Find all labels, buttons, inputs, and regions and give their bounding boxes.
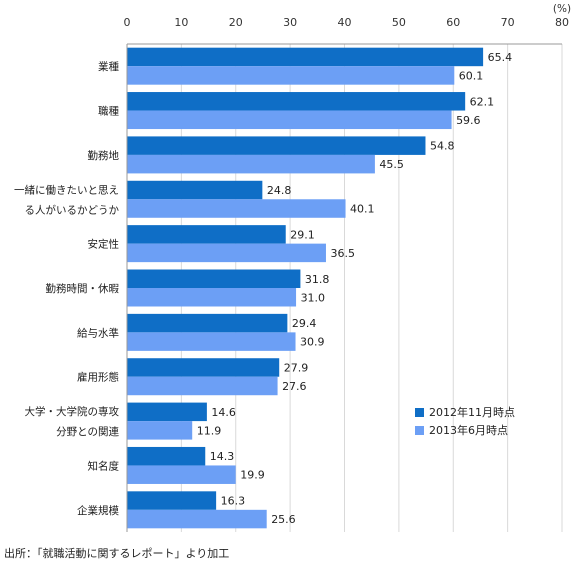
data-label: 59.6 <box>456 114 481 127</box>
x-tick-label: 20 <box>229 16 243 29</box>
bars <box>127 47 484 529</box>
category-label: る人がいるかどうか <box>25 203 120 216</box>
x-tick-label: 30 <box>283 16 297 29</box>
bar <box>127 154 375 174</box>
legend-label: 2012年11月時点 <box>429 405 515 419</box>
data-label: 30.9 <box>300 336 325 349</box>
data-label: 36.5 <box>330 247 355 260</box>
category-label: 安定性 <box>88 238 120 251</box>
legend-label: 2013年6月時点 <box>429 423 508 437</box>
category-label: 大学・大学院の専攻 <box>25 405 120 418</box>
bar <box>127 402 207 422</box>
data-label: 19.9 <box>240 469 264 482</box>
x-tick-label: 50 <box>392 16 406 29</box>
data-label: 27.9 <box>284 361 309 374</box>
source-note: 出所：「就職活動に関するレポート」より加工 <box>4 547 230 560</box>
category-label: 勤務地 <box>88 149 120 162</box>
category-label: 業種 <box>98 60 119 73</box>
data-label: 40.1 <box>350 203 375 216</box>
x-tick-label: 60 <box>446 16 460 29</box>
data-label: 45.5 <box>379 158 404 171</box>
data-label: 27.6 <box>282 380 307 393</box>
bar <box>127 136 426 155</box>
bar <box>127 47 484 67</box>
category-label: 一緒に働きたいと思え <box>14 183 119 196</box>
bar <box>127 446 206 466</box>
bar-chart: 0 10 20 30 40 50 60 70 80(%) 65.4 60.1 62.1 59.654.… <box>14 3 571 532</box>
bar <box>127 491 217 510</box>
legend: 2012年11月時点 2013年6月時点 <box>415 405 515 437</box>
category-label: 企業規模 <box>77 504 119 517</box>
data-label: 14.3 <box>210 450 235 463</box>
bar <box>127 110 452 130</box>
bar <box>127 421 193 440</box>
data-label: 31.8 <box>305 273 330 286</box>
category-label: 職種 <box>98 105 119 118</box>
bar <box>127 199 346 218</box>
legend-swatch <box>415 426 424 435</box>
data-label: 54.8 <box>430 140 455 153</box>
category-labels: 業種職種勤務地一緒に働きたいと思える人がいるかどうか安定性勤務時間・休暇給与水準… <box>14 60 119 517</box>
bar <box>127 509 267 529</box>
bar <box>127 225 286 244</box>
data-label: 29.4 <box>292 317 317 330</box>
unit-label: (%) <box>553 3 571 15</box>
bar <box>127 332 296 351</box>
data-label: 25.6 <box>271 513 296 526</box>
data-label: 65.4 <box>488 51 513 64</box>
bar <box>127 66 455 85</box>
bar <box>127 465 236 484</box>
x-tick-label: 0 <box>124 16 131 29</box>
data-label: 62.1 <box>470 95 495 108</box>
bar <box>127 243 326 263</box>
category-label: 知名度 <box>88 459 120 472</box>
bar <box>127 313 288 333</box>
data-label: 24.8 <box>267 184 292 197</box>
legend-swatch <box>415 408 424 417</box>
bar <box>127 376 278 396</box>
x-tick-label: 10 <box>174 16 188 29</box>
bar <box>127 288 297 307</box>
x-axis: 0 10 20 30 40 50 60 70 80(%) <box>124 3 571 532</box>
data-label: 14.6 <box>211 406 236 419</box>
bar <box>127 92 466 111</box>
category-label: 分野との関連 <box>56 425 119 438</box>
x-tick-label: 40 <box>338 16 352 29</box>
x-tick-label: 70 <box>501 16 515 29</box>
bar <box>127 358 280 377</box>
category-label: 雇用形態 <box>77 371 119 384</box>
data-label: 29.1 <box>290 228 315 241</box>
category-label: 勤務時間・休暇 <box>46 282 120 295</box>
data-label: 11.9 <box>197 424 222 437</box>
bar <box>127 180 263 200</box>
data-label: 31.0 <box>301 291 326 304</box>
data-label: 60.1 <box>459 69 484 82</box>
data-labels: 65.4 60.1 62.1 59.654.8 45.5 24.8 40.1 29.1 36.5… <box>197 51 512 526</box>
category-label: 給与水準 <box>77 326 119 339</box>
x-tick-label: 80 <box>555 16 569 29</box>
data-label: 16.3 <box>221 495 246 508</box>
bar <box>127 269 301 288</box>
